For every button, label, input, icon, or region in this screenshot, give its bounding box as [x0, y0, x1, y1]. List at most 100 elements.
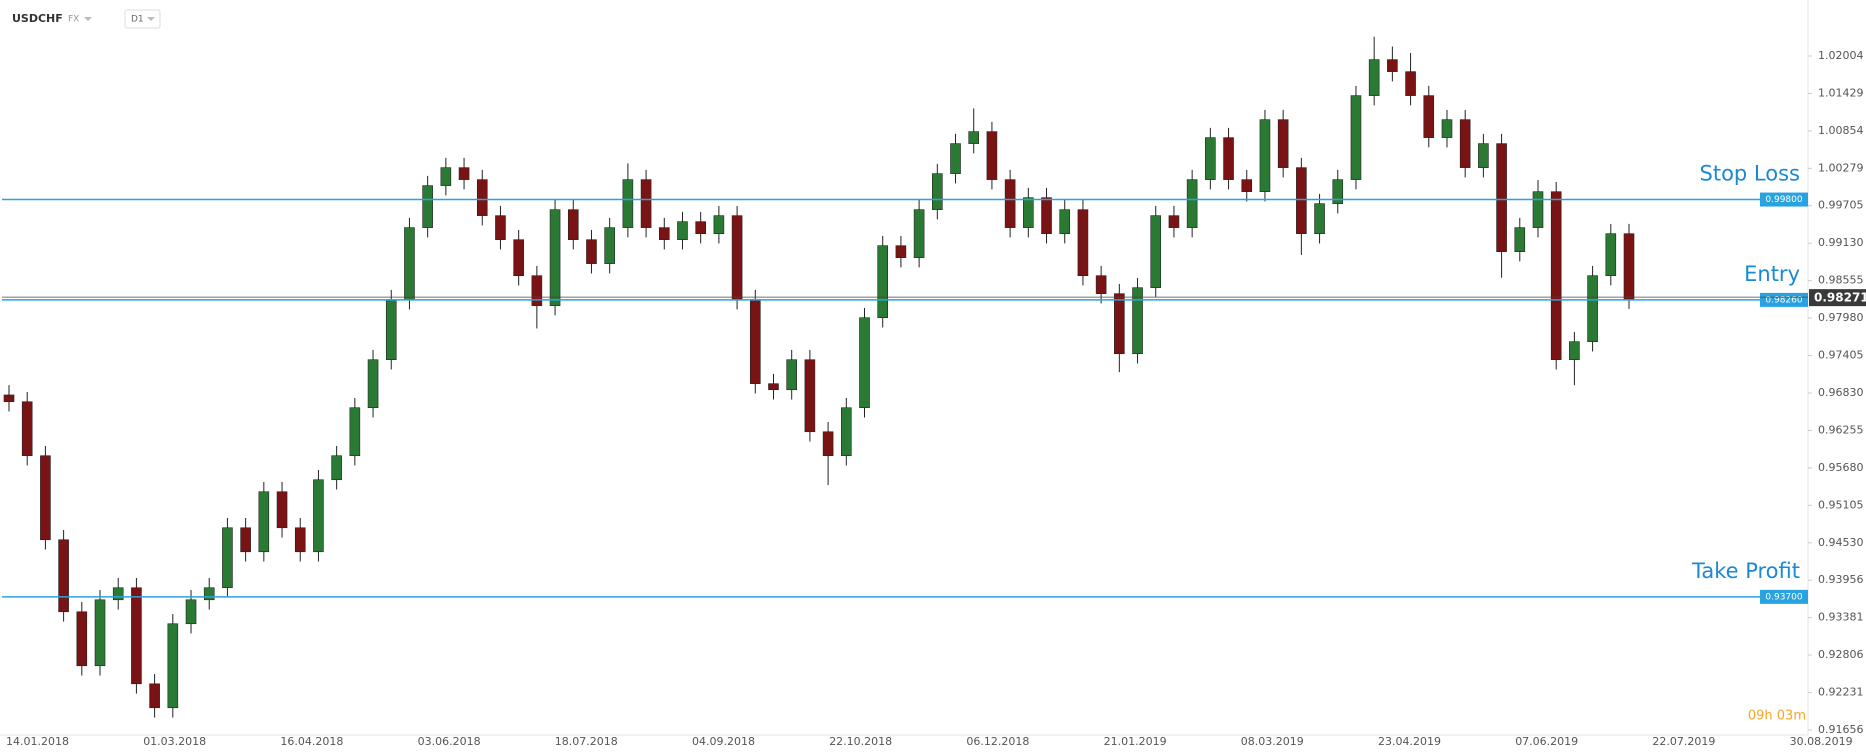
candle-body [768, 383, 779, 391]
interval-box[interactable] [124, 9, 161, 29]
candle-body [367, 359, 379, 409]
candle-body [786, 359, 797, 391]
candle-body [859, 317, 870, 409]
candle-body [476, 179, 488, 216]
candle-body [713, 215, 725, 234]
y-tick-label: 1.00279 [1818, 161, 1864, 174]
candle-body [749, 299, 761, 384]
candle-body [21, 401, 33, 457]
x-tick-label: 04.09.2018 [692, 735, 755, 748]
level-tag [1760, 589, 1808, 604]
candle-body [1059, 209, 1071, 234]
candle-body [1459, 119, 1471, 168]
y-tick-label: 1.02004 [1818, 49, 1864, 62]
candle-body [731, 215, 743, 300]
level-tag [1760, 292, 1808, 307]
candle-body [1423, 95, 1435, 138]
candle-body [822, 431, 834, 457]
candle-body [58, 539, 69, 613]
x-tick-label: 07.06.2019 [1515, 735, 1578, 748]
interval-caret [147, 17, 155, 21]
candle-body [604, 227, 615, 264]
level-name: Take Profit [1691, 559, 1800, 583]
candle-body [877, 245, 889, 319]
candle-body [1623, 233, 1635, 300]
candle-body [804, 359, 816, 433]
x-tick-label: 18.07.2018 [555, 735, 618, 748]
level-name: Entry [1744, 262, 1800, 286]
candle-body [531, 275, 543, 306]
candle-body [1587, 275, 1598, 342]
candle-body [586, 239, 597, 264]
x-tick-label: 21.01.2019 [1104, 735, 1167, 748]
candle-body [149, 683, 160, 709]
candle-body [240, 527, 251, 553]
x-tick-label: 22.07.2019 [1652, 735, 1715, 748]
candle-body [1296, 167, 1307, 234]
candle-body [1114, 293, 1125, 355]
candle-body [513, 239, 524, 276]
candle-body [294, 527, 306, 553]
candle-body [276, 491, 288, 529]
level-value: 0.99800 [1765, 195, 1802, 205]
candle-body [1186, 179, 1198, 228]
candle-body [1023, 197, 1034, 228]
candle-body [167, 623, 179, 709]
last-price: 0.98271 [1814, 291, 1866, 305]
y-tick-label: 1.00854 [1818, 124, 1864, 137]
candle-body [203, 587, 215, 601]
interval[interactable]: D1 [131, 15, 144, 25]
x-tick-label: 14.01.2018 [6, 735, 69, 748]
candle-body [1168, 215, 1180, 228]
candle-body [932, 173, 943, 210]
candle-body [404, 227, 415, 300]
candle-body [1241, 179, 1253, 192]
candle-body [895, 245, 907, 258]
y-tick-label: 0.99130 [1818, 236, 1864, 249]
candle-body [76, 611, 88, 667]
candle-body [695, 221, 706, 234]
candle-body [40, 455, 51, 541]
symbol[interactable]: USDCHF [12, 12, 63, 25]
x-tick-label: 22.10.2018 [829, 735, 892, 748]
candle-body [1496, 143, 1507, 252]
level-name: Stop Loss [1700, 162, 1800, 186]
x-tick-label: 01.03.2018 [143, 735, 206, 748]
last-price-tag [1809, 289, 1866, 307]
x-tick-label: 08.03.2019 [1241, 735, 1304, 748]
y-tick-label: 0.97405 [1818, 349, 1864, 362]
candle-body [1350, 95, 1362, 180]
candle-body [1550, 191, 1562, 361]
market-caret [84, 17, 92, 21]
y-tick-label: 0.96255 [1818, 423, 1864, 436]
candle-body [677, 221, 688, 240]
x-tick-label: 06.12.2018 [966, 735, 1029, 748]
candle-body [1077, 209, 1089, 276]
candle-body [3, 394, 15, 403]
candle-body [622, 179, 634, 228]
market[interactable]: FX [68, 15, 79, 25]
x-tick-label: 23.04.2019 [1378, 735, 1441, 748]
candle-body [1259, 119, 1271, 192]
candle-body [385, 299, 397, 361]
candle-body [422, 185, 433, 228]
y-tick-label: 0.92806 [1818, 648, 1864, 661]
candle-body [1277, 119, 1289, 168]
y-tick-label: 0.91656 [1818, 723, 1864, 736]
candle-body [950, 143, 961, 174]
x-tick-label: 30.08.2019 [1790, 735, 1853, 748]
candle-body [1569, 341, 1580, 361]
y-tick-label: 0.97980 [1818, 311, 1864, 324]
y-tick-label: 0.95105 [1818, 498, 1864, 511]
timer: 09h 03m [1748, 709, 1806, 724]
candle-body [1150, 215, 1162, 288]
candle-body [658, 227, 670, 240]
y-tick-label: 0.93956 [1818, 573, 1864, 586]
candle-body [349, 407, 361, 457]
candle-body [841, 407, 852, 457]
candle-body [913, 209, 925, 258]
candle-body [222, 527, 233, 589]
